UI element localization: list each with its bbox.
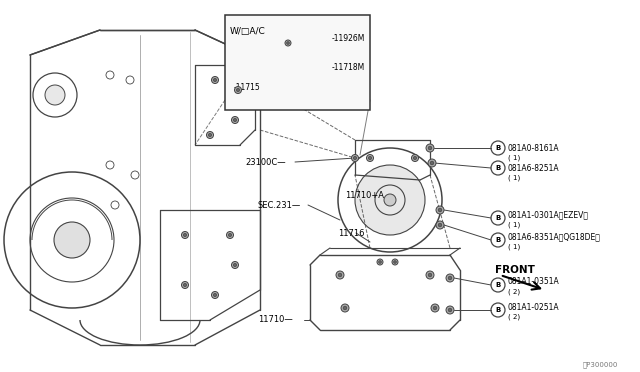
Circle shape	[184, 233, 187, 237]
Text: ( 1): ( 1)	[508, 175, 520, 181]
Text: 081A1-0301A〈EZEV〉: 081A1-0301A〈EZEV〉	[508, 211, 589, 219]
Circle shape	[448, 276, 452, 280]
Text: W/□A/C: W/□A/C	[230, 27, 266, 36]
Text: ( 1): ( 1)	[508, 222, 520, 228]
Text: -11715: -11715	[234, 83, 260, 92]
Circle shape	[351, 154, 358, 161]
Circle shape	[228, 233, 232, 237]
Text: SEC.231—: SEC.231—	[258, 201, 301, 209]
Circle shape	[213, 78, 216, 81]
Circle shape	[232, 116, 239, 124]
Circle shape	[379, 261, 381, 263]
Circle shape	[436, 206, 444, 214]
Circle shape	[431, 304, 439, 312]
Circle shape	[355, 165, 425, 235]
Circle shape	[438, 223, 442, 227]
Circle shape	[234, 118, 237, 122]
Text: ( 1): ( 1)	[508, 155, 520, 161]
Circle shape	[384, 194, 396, 206]
Circle shape	[394, 261, 396, 263]
Circle shape	[343, 306, 347, 310]
Text: B: B	[495, 282, 500, 288]
Circle shape	[336, 271, 344, 279]
Text: 11716: 11716	[338, 228, 365, 237]
Circle shape	[367, 154, 374, 161]
Circle shape	[433, 306, 437, 310]
Circle shape	[436, 221, 444, 229]
Circle shape	[392, 259, 398, 265]
Text: 23100C—: 23100C—	[245, 157, 285, 167]
Circle shape	[448, 308, 452, 312]
Circle shape	[209, 134, 212, 137]
Text: ( 2): ( 2)	[508, 289, 520, 295]
Text: 11710—: 11710—	[258, 315, 292, 324]
Circle shape	[227, 231, 234, 238]
Circle shape	[232, 262, 239, 269]
Circle shape	[426, 144, 434, 152]
Circle shape	[184, 283, 187, 286]
Circle shape	[428, 273, 432, 277]
Circle shape	[438, 208, 442, 212]
Circle shape	[377, 259, 383, 265]
Circle shape	[341, 304, 349, 312]
Text: B: B	[495, 145, 500, 151]
Text: FRONT: FRONT	[495, 265, 535, 275]
Text: B: B	[495, 215, 500, 221]
Bar	[225, 15, 370, 110]
Text: 081A1-0251A: 081A1-0251A	[508, 302, 559, 311]
Circle shape	[285, 40, 291, 46]
Text: ( 2): ( 2)	[508, 314, 520, 320]
Circle shape	[234, 263, 237, 267]
Circle shape	[338, 273, 342, 277]
Circle shape	[182, 282, 189, 289]
Circle shape	[426, 271, 434, 279]
Text: B: B	[495, 237, 500, 243]
Circle shape	[211, 77, 218, 83]
Circle shape	[54, 222, 90, 258]
Circle shape	[369, 156, 372, 160]
Text: 081A6-8351A〈QG18DE〉: 081A6-8351A〈QG18DE〉	[508, 232, 601, 241]
Circle shape	[446, 274, 454, 282]
Text: B: B	[495, 165, 500, 171]
Circle shape	[430, 161, 434, 165]
Circle shape	[234, 87, 241, 93]
Circle shape	[213, 294, 216, 296]
Circle shape	[428, 159, 436, 167]
Circle shape	[45, 85, 65, 105]
Circle shape	[353, 156, 356, 160]
Text: B: B	[495, 307, 500, 313]
Circle shape	[446, 306, 454, 314]
Circle shape	[428, 146, 432, 150]
Circle shape	[211, 292, 218, 298]
Text: -11926M: -11926M	[332, 33, 365, 42]
Circle shape	[182, 231, 189, 238]
Text: 081A1-0351A: 081A1-0351A	[508, 278, 560, 286]
Circle shape	[207, 131, 214, 138]
Circle shape	[287, 42, 289, 44]
Circle shape	[413, 156, 417, 160]
Text: 081A6-8251A: 081A6-8251A	[508, 164, 559, 173]
Circle shape	[236, 89, 239, 92]
Text: -11718M: -11718M	[332, 62, 365, 71]
Text: 11710+A: 11710+A	[345, 190, 384, 199]
Text: ( 1): ( 1)	[508, 244, 520, 250]
Text: 〈P300000: 〈P300000	[582, 362, 618, 368]
Circle shape	[412, 154, 419, 161]
Text: 081A0-8161A: 081A0-8161A	[508, 144, 559, 153]
